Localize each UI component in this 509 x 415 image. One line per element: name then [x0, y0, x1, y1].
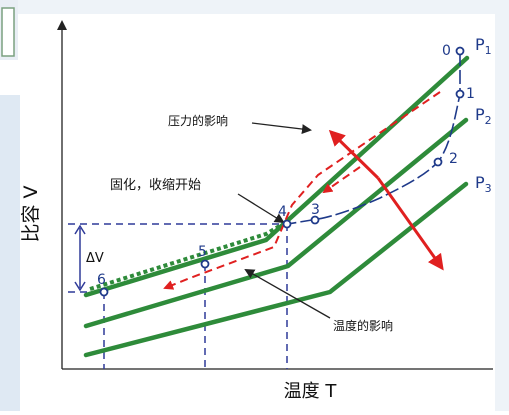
isobar-p1 — [83, 55, 470, 298]
left-panel — [0, 95, 20, 411]
y-axis-label: 比容 V — [20, 185, 42, 242]
process-path-arrow — [163, 91, 441, 290]
x-axis-label: 温度 T — [284, 381, 338, 402]
point-labels: 0 1 2 3 4 5 6 — [97, 43, 475, 288]
curve-p3-label: P3 — [475, 173, 492, 195]
point-5-marker — [200, 259, 210, 269]
right-border — [495, 0, 509, 411]
delta-v-bracket — [74, 224, 86, 292]
curve-labels: P1 P2 P3 — [475, 35, 492, 195]
point-0-marker — [455, 46, 465, 56]
point-5-label: 5 — [198, 244, 207, 260]
side-thumbnail — [1, 7, 15, 57]
isobar-p3 — [83, 181, 469, 358]
solidification-label: 固化，收缩开始 — [110, 177, 201, 193]
point-3-label: 3 — [311, 202, 320, 218]
point-4-marker — [282, 219, 292, 229]
pressure-effect-pointer — [251, 122, 312, 135]
point-3-marker — [310, 215, 320, 225]
state-points — [99, 46, 465, 297]
point-2-marker — [433, 157, 443, 167]
delta-v-arrow-down — [74, 281, 86, 292]
curve-p2-label: P2 — [475, 105, 492, 127]
solidification-pointer — [237, 193, 285, 224]
dotted-cooling-curve — [89, 222, 285, 291]
pressure-effect-arrow-up — [328, 129, 380, 180]
top-border — [0, 0, 509, 14]
point-6-marker — [99, 287, 109, 297]
state-path — [286, 52, 461, 225]
pressure-effect-label: 压力的影响 — [168, 113, 228, 128]
temperature-effect-pointer — [244, 269, 331, 319]
point-0-label: 0 — [442, 43, 451, 59]
point-2-label: 2 — [449, 151, 458, 167]
point-6-label: 6 — [97, 272, 106, 288]
point-1-marker — [455, 89, 465, 99]
delta-v-label: ΔV — [86, 251, 104, 266]
point-1-label: 1 — [466, 86, 475, 102]
isobar-p2 — [83, 117, 469, 329]
axes — [57, 20, 493, 370]
point-4-label: 4 — [278, 204, 287, 220]
pressure-effect-arrow-down — [376, 177, 444, 271]
isobars — [83, 55, 470, 358]
temperature-effect-label: 温度的影响 — [333, 318, 393, 333]
process-arrow-mid — [322, 166, 361, 194]
delta-v-arrow-up — [74, 224, 86, 235]
curve-p1-label: P1 — [475, 35, 492, 57]
